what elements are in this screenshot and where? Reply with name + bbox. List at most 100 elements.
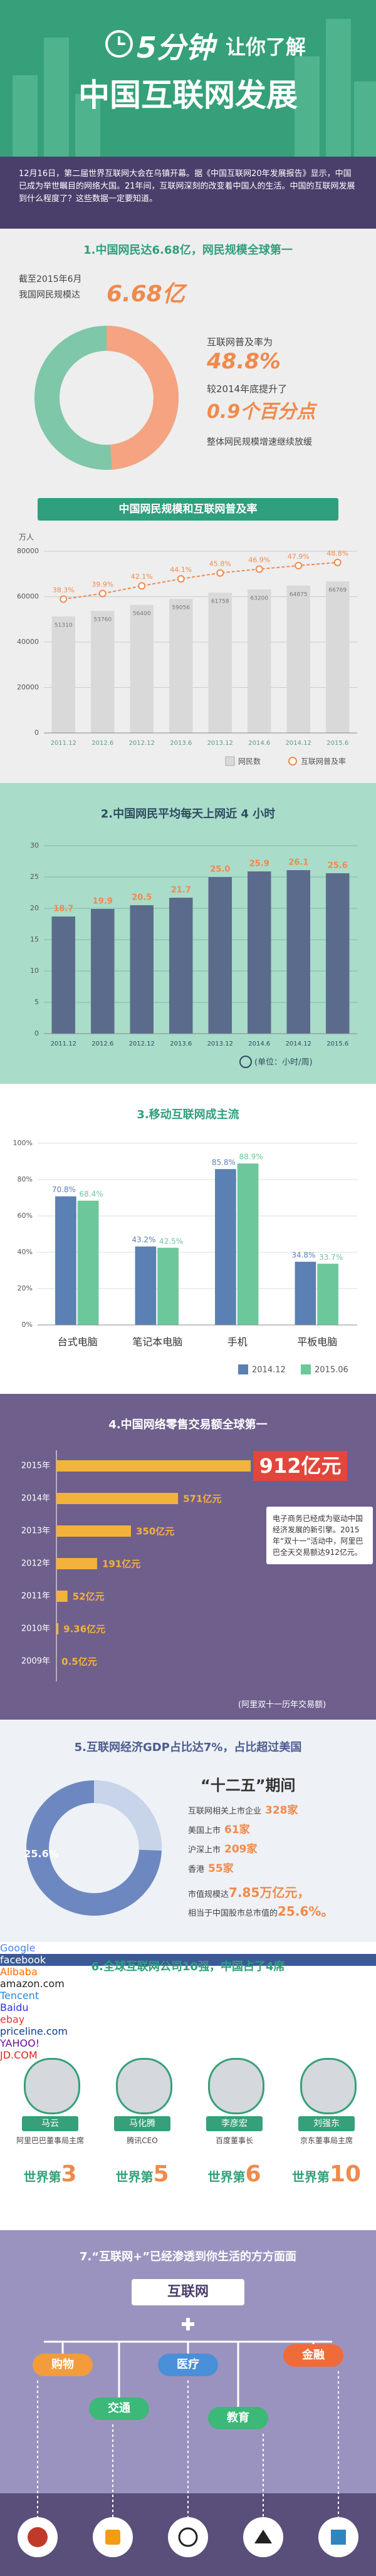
logo: Alibaba bbox=[0, 1966, 376, 1978]
bar bbox=[51, 917, 75, 1034]
x-tick-label: 笔记本电脑 bbox=[132, 1336, 182, 1348]
section-heading: 7.“互联网+”已经渗透到你生活的方方面面 bbox=[0, 2248, 376, 2264]
logo: Baidu bbox=[0, 2002, 376, 2013]
avatar bbox=[300, 2058, 357, 2114]
value-label: 25.6 bbox=[328, 861, 348, 871]
side-note: 电子商务已经成为驱动中国经济发展的新引擎。2015年“双十一”活动中，阿里巴巴全… bbox=[266, 1507, 373, 1564]
section-heading: 2.中国网民平均每天上网近 4 小时 bbox=[0, 805, 376, 821]
chart-title: 中国网民规模和互联网普及率 bbox=[38, 498, 338, 521]
value-label: 39.9% bbox=[91, 580, 113, 588]
bar bbox=[286, 870, 310, 1034]
section-heading: 3.移动互联网成主流 bbox=[0, 1106, 376, 1122]
heading-text: 3.移动互联网成主流 bbox=[137, 1108, 239, 1121]
heading-text: 6.全球互联网公司10强，中国占了4席 bbox=[91, 1960, 285, 1973]
x-tick-label: 2011.12 bbox=[51, 1041, 76, 1047]
y-tick-label: 2009年 bbox=[21, 1657, 50, 1666]
person-name: 马云 bbox=[22, 2116, 78, 2131]
person-title: 阿里巴巴董事局主席 bbox=[16, 2136, 84, 2145]
logo: Tencent bbox=[0, 1990, 376, 2002]
value-label: 53760 bbox=[93, 617, 112, 623]
x-tick-label: 2015.6 bbox=[326, 740, 348, 747]
item-label: 美国上市 bbox=[188, 1826, 221, 1836]
x-tick-label: 平板电脑 bbox=[297, 1336, 337, 1348]
value-label: 47.9% bbox=[288, 553, 310, 561]
legend-label: 2015.06 bbox=[315, 1366, 348, 1375]
legend-label: 2014.12 bbox=[252, 1366, 286, 1375]
legend-swatch bbox=[225, 756, 235, 766]
donut bbox=[34, 326, 179, 470]
chart: 0 20000 40000 60000 80000 万人 2011.12 51310 2012.… bbox=[17, 533, 357, 766]
x-tick-label: 2011.12 bbox=[51, 740, 76, 747]
value-label: 912亿元 bbox=[259, 1454, 342, 1478]
person-title: 百度董事长 bbox=[215, 2136, 253, 2145]
list: 互联网相关上市企业 328家 美国上市 61家 沪深上市 209家 香港 55家 bbox=[188, 1801, 370, 1879]
bar bbox=[55, 1196, 76, 1325]
y-tick-label: 20 bbox=[30, 904, 39, 912]
bar bbox=[326, 873, 350, 1034]
bar bbox=[169, 598, 193, 733]
section-heading: 5.互联网经济GDP占比达7%，占比超过美国 bbox=[0, 1738, 376, 1755]
unit-icon bbox=[239, 1056, 252, 1068]
tag: 医疗 bbox=[158, 2354, 218, 2376]
y-tick-label: 80000 bbox=[17, 547, 39, 555]
value-label: 42.1% bbox=[131, 573, 153, 581]
tag: 金融 bbox=[283, 2344, 343, 2367]
value-label: 66769 bbox=[328, 587, 347, 593]
legend-swatch bbox=[288, 757, 297, 766]
rank-number: 3 bbox=[61, 2161, 77, 2187]
bar bbox=[169, 898, 193, 1034]
text: 较2014年底提升了 bbox=[207, 383, 288, 395]
x-tick-label: 2013.12 bbox=[207, 740, 233, 747]
value-label: 59056 bbox=[172, 605, 190, 611]
rank-number: 10 bbox=[329, 2161, 362, 2187]
text: 互联网普及率为 bbox=[207, 336, 273, 348]
value-label: 46.9% bbox=[248, 556, 270, 564]
logo: ebay bbox=[0, 2013, 376, 2025]
y-tick-label: 2011年 bbox=[21, 1592, 50, 1601]
value-label: 56400 bbox=[133, 611, 151, 617]
line bbox=[63, 561, 338, 600]
section: 2.中国网民平均每天上网近 4 小时 0 5 10 15 20 25 30 2011.12 18… bbox=[0, 783, 376, 1084]
point bbox=[98, 589, 107, 598]
x-tick-label: 2014.6 bbox=[248, 740, 270, 747]
section: 6.全球互联网公司10强，中国占了4席 Google facebook Alibab… bbox=[0, 1942, 376, 2230]
rank: 世界第10 bbox=[283, 2161, 370, 2187]
rank: 世界第3 bbox=[6, 2161, 94, 2187]
unit-label: (单位：小时/周) bbox=[254, 1058, 313, 1067]
logo: amazon.com bbox=[0, 1978, 376, 1990]
x-tick-label: 2015.6 bbox=[326, 1041, 348, 1047]
value-label: 42.5% bbox=[159, 1237, 183, 1245]
point bbox=[295, 561, 303, 569]
logo-grid: Google facebook Alibaba amazon.com Tencent Ba… bbox=[0, 1942, 376, 2061]
chart: 0% 20% 40% 60% 80% 100% 台式电脑 70.8% 68.4% 笔记本电脑 43.… bbox=[13, 1139, 357, 1375]
point bbox=[177, 575, 185, 583]
hub: 互联网 bbox=[132, 2279, 244, 2305]
value-label: 33.7% bbox=[319, 1253, 343, 1262]
rank-label: 世界第 bbox=[291, 2169, 330, 2184]
bar bbox=[248, 871, 271, 1034]
highlight: 6.68亿 bbox=[107, 281, 185, 307]
list-item: 香港 55家 bbox=[188, 1859, 370, 1875]
value-label: 350亿元 bbox=[136, 1526, 174, 1537]
highlight: 48.8% bbox=[207, 349, 281, 374]
value-label: 0.5亿元 bbox=[61, 1656, 97, 1668]
item-label: 互联网相关上市企业 bbox=[188, 1807, 262, 1816]
y-tick-label: 2012年 bbox=[21, 1559, 50, 1569]
value-label: 571亿元 bbox=[183, 1493, 221, 1505]
bar bbox=[56, 1623, 59, 1634]
x-tick-label: 2014.6 bbox=[248, 1041, 270, 1047]
bar bbox=[208, 877, 232, 1034]
y-tick-label: 20000 bbox=[17, 683, 39, 692]
bar bbox=[208, 593, 232, 733]
header-decoration bbox=[13, 19, 376, 157]
legend-label: 网民数 bbox=[238, 757, 261, 766]
item-value: 209家 bbox=[224, 1843, 258, 1856]
section: 3.移动互联网成主流 0% 20% 40% 60% 80% 100% 台式电脑 70.8% 68… bbox=[0, 1084, 376, 1394]
value-label: 68.4% bbox=[80, 1190, 103, 1198]
heading-text: 5.互联网经济GDP占比达7%，占比超过美国 bbox=[74, 1741, 302, 1754]
x-tick-label: 2014.12 bbox=[286, 740, 311, 747]
header: 5分钟 让你了解 中国互联网发展 bbox=[0, 0, 376, 157]
bar bbox=[56, 1558, 97, 1569]
logo: priceline.com bbox=[0, 2025, 376, 2037]
